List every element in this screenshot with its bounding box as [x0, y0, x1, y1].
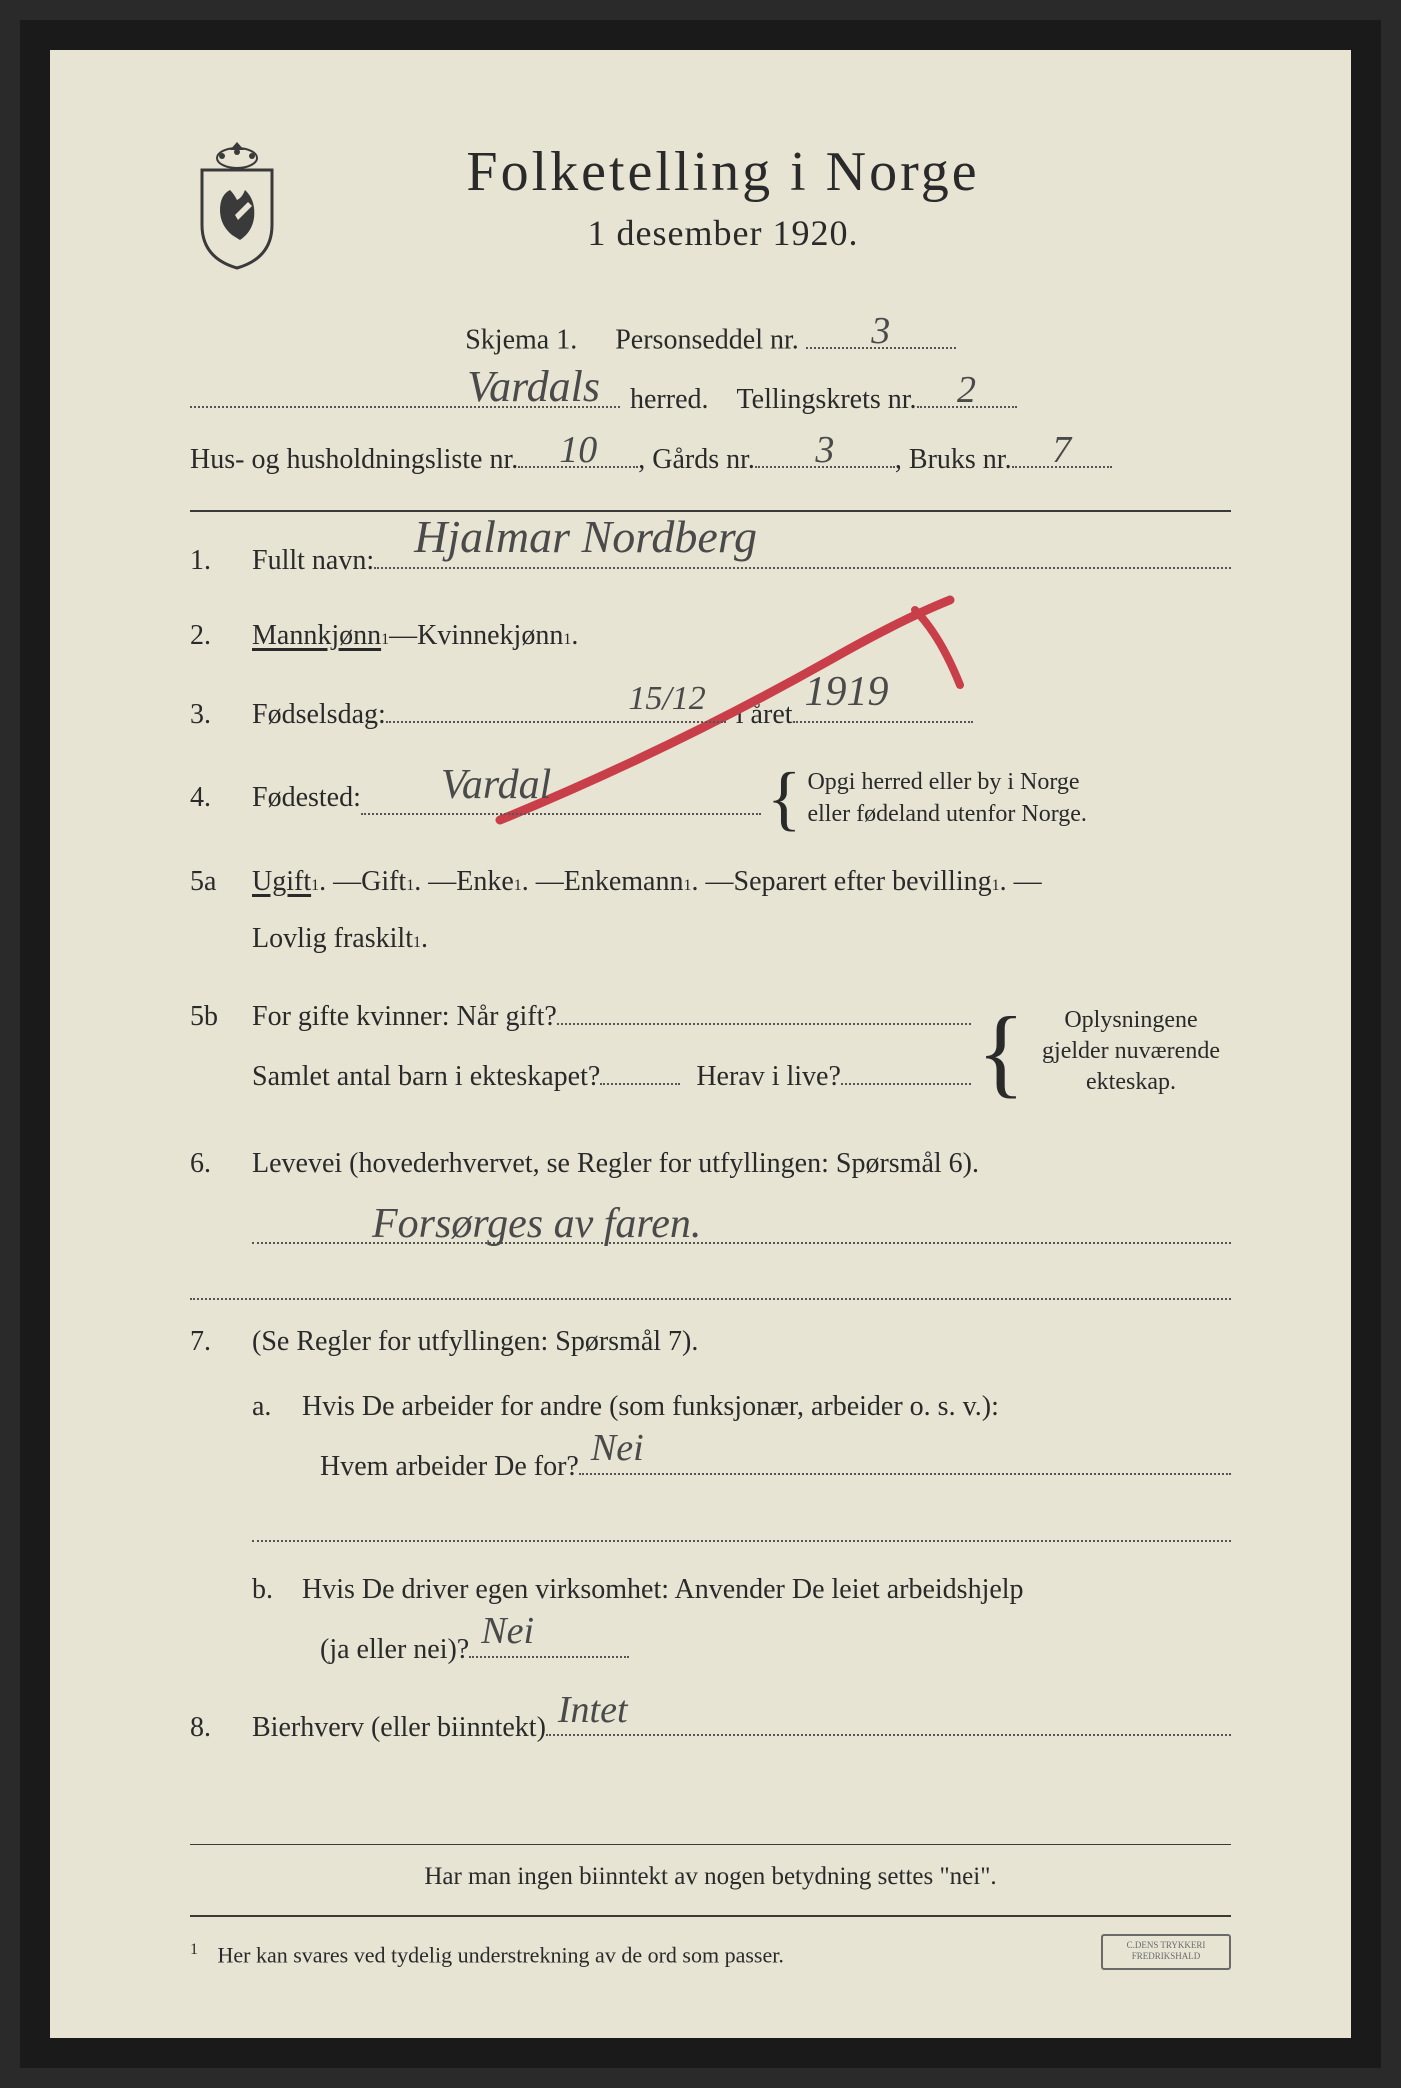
personseddel-label: Personseddel nr.: [615, 325, 799, 356]
q6-num: 6.: [190, 1142, 252, 1187]
q5b-block: 5b For gifte kvinner: Når gift? Samlet a…: [190, 991, 1231, 1112]
footer-hint: Har man ingen biinntekt av nogen betydni…: [190, 1863, 1231, 1891]
q7-label: (Se Regler for utfyllingen: Spørsmål 7).: [252, 1320, 698, 1365]
q5a-enke: Enke: [456, 860, 514, 905]
title-block: Folketelling i Norge 1 desember 1920.: [315, 140, 1231, 254]
q2-num: 2.: [190, 614, 252, 659]
tellingskrets-label: Tellingskrets nr.: [737, 384, 917, 416]
divider: [190, 1915, 1231, 1917]
q5a-ugift: Ugift: [252, 860, 311, 905]
personseddel-value: 3: [871, 309, 890, 353]
q5a-enkemann: Enkemann: [564, 860, 684, 905]
q7a-row1: a. Hvis De arbeider for andre (som funks…: [190, 1385, 1231, 1430]
husliste-label: Hus- og husholdningsliste nr.: [190, 444, 518, 476]
q3-label: Fødselsdag:: [252, 693, 386, 738]
q6-label: Levevei (hovederhvervet, se Regler for u…: [252, 1140, 979, 1188]
q7b-l1: Hvis De driver egen virksomhet: Anvender…: [302, 1568, 1024, 1613]
q1-value: Hjalmar Nordberg: [414, 500, 757, 574]
q3-day: 15/12: [628, 672, 705, 726]
q5b-note: Oplysningene gjelder nuværende ekteskap.: [1031, 1005, 1231, 1099]
q6-row: 6. Levevei (hovederhvervet, se Regler fo…: [190, 1140, 1231, 1188]
q5a-num: 5a: [190, 860, 252, 905]
q2-mann: Mannkjønn: [252, 614, 381, 659]
q7a-value: Nei: [591, 1418, 644, 1479]
document-date: 1 desember 1920.: [315, 212, 1131, 254]
skjema-label: Skjema 1.: [465, 325, 577, 356]
q3-num: 3.: [190, 693, 252, 738]
q7a-l2: Hvem arbeider De for?: [320, 1445, 579, 1490]
bruks-label: , Bruks nr.: [895, 444, 1012, 476]
q6-line1: Forsørges av faren.: [252, 1202, 1231, 1244]
tellingskrets-value: 2: [957, 368, 976, 412]
q5a-fraskilt: Lovlig fraskilt: [252, 917, 413, 962]
footer: Har man ingen biinntekt av nogen betydni…: [190, 1834, 1231, 1968]
header: Folketelling i Norge 1 desember 1920.: [190, 140, 1231, 270]
q3-mid: i året: [736, 693, 793, 738]
q7-row: 7. (Se Regler for utfyllingen: Spørsmål …: [190, 1320, 1231, 1365]
gards-value: 3: [815, 428, 834, 472]
husliste-line: Hus- og husholdningsliste nr. 10 , Gårds…: [190, 434, 1231, 476]
q5b-num: 5b: [190, 995, 252, 1040]
q4-note: Opgi herred eller by i Norge eller fødel…: [807, 767, 1086, 829]
q1-num: 1.: [190, 539, 252, 584]
brace-icon: {: [761, 770, 808, 828]
q7b-value: Nei: [481, 1601, 534, 1662]
q7a-row2: Hvem arbeider De for? Nei: [190, 1441, 1231, 1489]
brace-icon: {: [971, 1012, 1031, 1092]
q5a-gift: Gift: [361, 860, 406, 905]
q5a-row2: Lovlig fraskilt1.: [190, 917, 1231, 962]
q5b-l2b: Herav i live?: [696, 1055, 841, 1100]
herred-value: Vardals: [467, 361, 600, 412]
q4-label: Fødested:: [252, 776, 361, 821]
q5a-separert: Separert efter bevilling: [734, 860, 992, 905]
q5b-l2a: Samlet antal barn i ekteskapet?: [252, 1055, 600, 1100]
q5b-l1: For gifte kvinner: Når gift?: [252, 995, 557, 1040]
q7b-l2: (ja eller nei)?: [320, 1628, 469, 1673]
footnote: 1 Her kan svares ved tydelig understrekn…: [190, 1941, 1231, 1968]
coat-of-arms-icon: [190, 140, 285, 270]
gards-label: , Gårds nr.: [638, 444, 755, 476]
census-form-page: Folketelling i Norge 1 desember 1920. Sk…: [20, 20, 1381, 2068]
q8-value: Intet: [558, 1680, 628, 1741]
printer-stamp: C.DENS TRYKKERI FREDRIKSHALD: [1101, 1934, 1231, 1970]
q7-num: 7.: [190, 1320, 252, 1365]
document-title: Folketelling i Norge: [315, 140, 1131, 204]
q7a-num: a.: [252, 1385, 302, 1430]
q3-row: 3. Fødselsdag: 15/12 i året 1919: [190, 689, 1231, 737]
q6-line2: [190, 1258, 1231, 1300]
skjema-line: Skjema 1. Personseddel nr. 3: [190, 315, 1231, 357]
q7b-row1: b. Hvis De driver egen virksomhet: Anven…: [190, 1568, 1231, 1613]
herred-line: Vardals herred. Tellingskrets nr. 2: [190, 375, 1231, 417]
q8-row: 8. Bierhverv (eller biinntekt) Intet: [190, 1703, 1231, 1751]
bruks-value: 7: [1052, 428, 1071, 472]
q2-kvinne: Kvinnekjønn: [417, 614, 563, 659]
q4-value: Vardal: [441, 752, 551, 819]
q2-row: 2. Mannkjønn1 — Kvinnekjønn1.: [190, 614, 1231, 659]
q6-value: Forsørges av faren.: [372, 1200, 701, 1248]
q7a-l1: Hvis De arbeider for andre (som funksjon…: [302, 1385, 999, 1430]
q7a-line2: [252, 1500, 1231, 1542]
q7b-num: b.: [252, 1568, 302, 1613]
divider: [190, 1844, 1231, 1845]
q4-num: 4.: [190, 776, 252, 821]
q8-num: 8.: [190, 1706, 252, 1751]
husliste-value: 10: [559, 428, 597, 472]
q3-year: 1919: [805, 659, 889, 726]
q7b-row2: (ja eller nei)? Nei: [190, 1624, 1231, 1672]
herred-label: herred.: [630, 384, 709, 416]
q2-dash: —: [389, 614, 417, 659]
q1-label: Fullt navn:: [252, 539, 374, 584]
q5a-row: 5a Ugift1. — Gift1. — Enke1. — Enkemann1…: [190, 860, 1231, 905]
q8-label: Bierhverv (eller biinntekt): [252, 1706, 546, 1751]
q4-row: 4. Fødested: Vardal { Opgi herred eller …: [190, 767, 1231, 829]
q1-row: 1. Fullt navn: Hjalmar Nordberg: [190, 536, 1231, 584]
